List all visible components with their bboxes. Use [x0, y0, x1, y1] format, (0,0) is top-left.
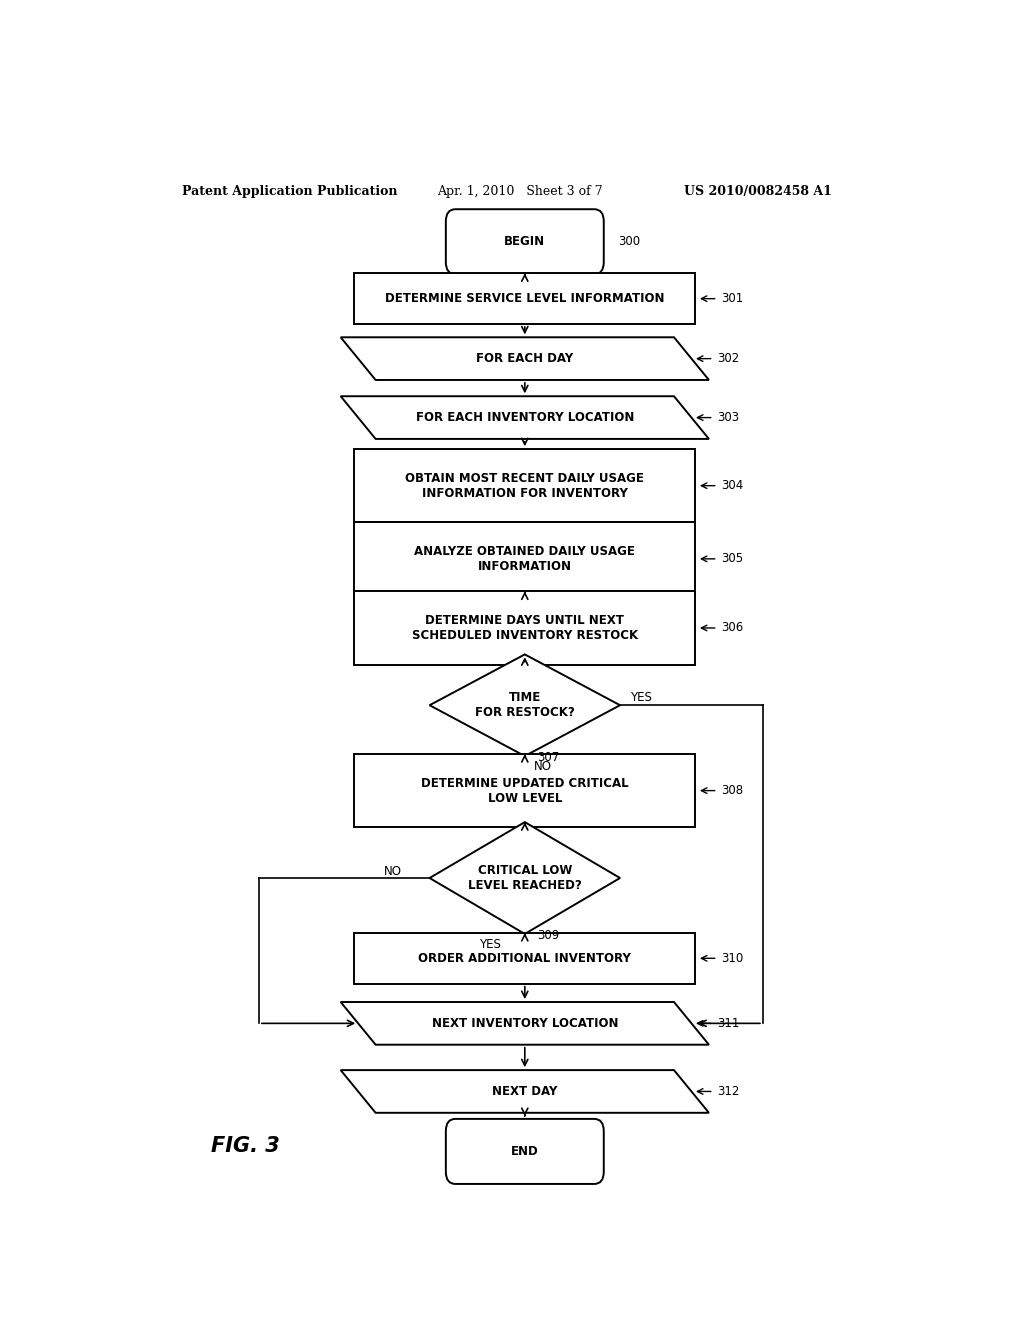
Text: CRITICAL LOW
LEVEL REACHED?: CRITICAL LOW LEVEL REACHED? — [468, 865, 582, 892]
Text: 307: 307 — [537, 751, 559, 764]
Text: 310: 310 — [721, 952, 743, 965]
Text: Patent Application Publication: Patent Application Publication — [182, 185, 397, 198]
Polygon shape — [341, 396, 709, 440]
Text: 312: 312 — [717, 1085, 739, 1098]
Polygon shape — [341, 338, 709, 380]
Text: OBTAIN MOST RECENT DAILY USAGE
INFORMATION FOR INVENTORY: OBTAIN MOST RECENT DAILY USAGE INFORMATI… — [406, 471, 644, 500]
Polygon shape — [430, 822, 620, 935]
Text: 308: 308 — [721, 784, 743, 797]
Text: NEXT INVENTORY LOCATION: NEXT INVENTORY LOCATION — [431, 1016, 618, 1030]
Bar — [354, 273, 695, 325]
Text: 301: 301 — [721, 292, 743, 305]
Text: 311: 311 — [717, 1016, 739, 1030]
Text: 304: 304 — [721, 479, 743, 492]
Text: FOR EACH INVENTORY LOCATION: FOR EACH INVENTORY LOCATION — [416, 411, 634, 424]
FancyBboxPatch shape — [445, 210, 604, 275]
Bar — [354, 449, 695, 523]
Text: US 2010/0082458 A1: US 2010/0082458 A1 — [684, 185, 831, 198]
Text: Apr. 1, 2010   Sheet 3 of 7: Apr. 1, 2010 Sheet 3 of 7 — [437, 185, 603, 198]
Text: ANALYZE OBTAINED DAILY USAGE
INFORMATION: ANALYZE OBTAINED DAILY USAGE INFORMATION — [415, 545, 635, 573]
Text: FOR EACH DAY: FOR EACH DAY — [476, 352, 573, 366]
Text: 300: 300 — [618, 235, 640, 248]
Text: NEXT DAY: NEXT DAY — [493, 1085, 557, 1098]
Text: TIME
FOR RESTOCK?: TIME FOR RESTOCK? — [475, 692, 574, 719]
FancyBboxPatch shape — [445, 1119, 604, 1184]
Polygon shape — [341, 1071, 709, 1113]
Text: NO: NO — [384, 866, 401, 878]
Bar — [354, 754, 695, 828]
Polygon shape — [341, 1002, 709, 1044]
Bar — [354, 523, 695, 595]
Bar — [354, 591, 695, 664]
Text: YES: YES — [479, 939, 501, 950]
Text: 303: 303 — [717, 411, 739, 424]
Bar — [354, 933, 695, 983]
Text: DETERMINE SERVICE LEVEL INFORMATION: DETERMINE SERVICE LEVEL INFORMATION — [385, 292, 665, 305]
Text: ORDER ADDITIONAL INVENTORY: ORDER ADDITIONAL INVENTORY — [419, 952, 631, 965]
Text: BEGIN: BEGIN — [504, 235, 546, 248]
Text: FIG. 3: FIG. 3 — [211, 1137, 281, 1156]
Text: 302: 302 — [717, 352, 739, 366]
Text: 309: 309 — [537, 929, 559, 942]
Text: NO: NO — [535, 760, 552, 774]
Text: YES: YES — [630, 690, 651, 704]
Text: 305: 305 — [721, 552, 743, 565]
Text: 306: 306 — [721, 622, 743, 635]
Text: END: END — [511, 1144, 539, 1158]
Polygon shape — [430, 655, 620, 756]
Text: DETERMINE UPDATED CRITICAL
LOW LEVEL: DETERMINE UPDATED CRITICAL LOW LEVEL — [421, 776, 629, 805]
Text: DETERMINE DAYS UNTIL NEXT
SCHEDULED INVENTORY RESTOCK: DETERMINE DAYS UNTIL NEXT SCHEDULED INVE… — [412, 614, 638, 642]
